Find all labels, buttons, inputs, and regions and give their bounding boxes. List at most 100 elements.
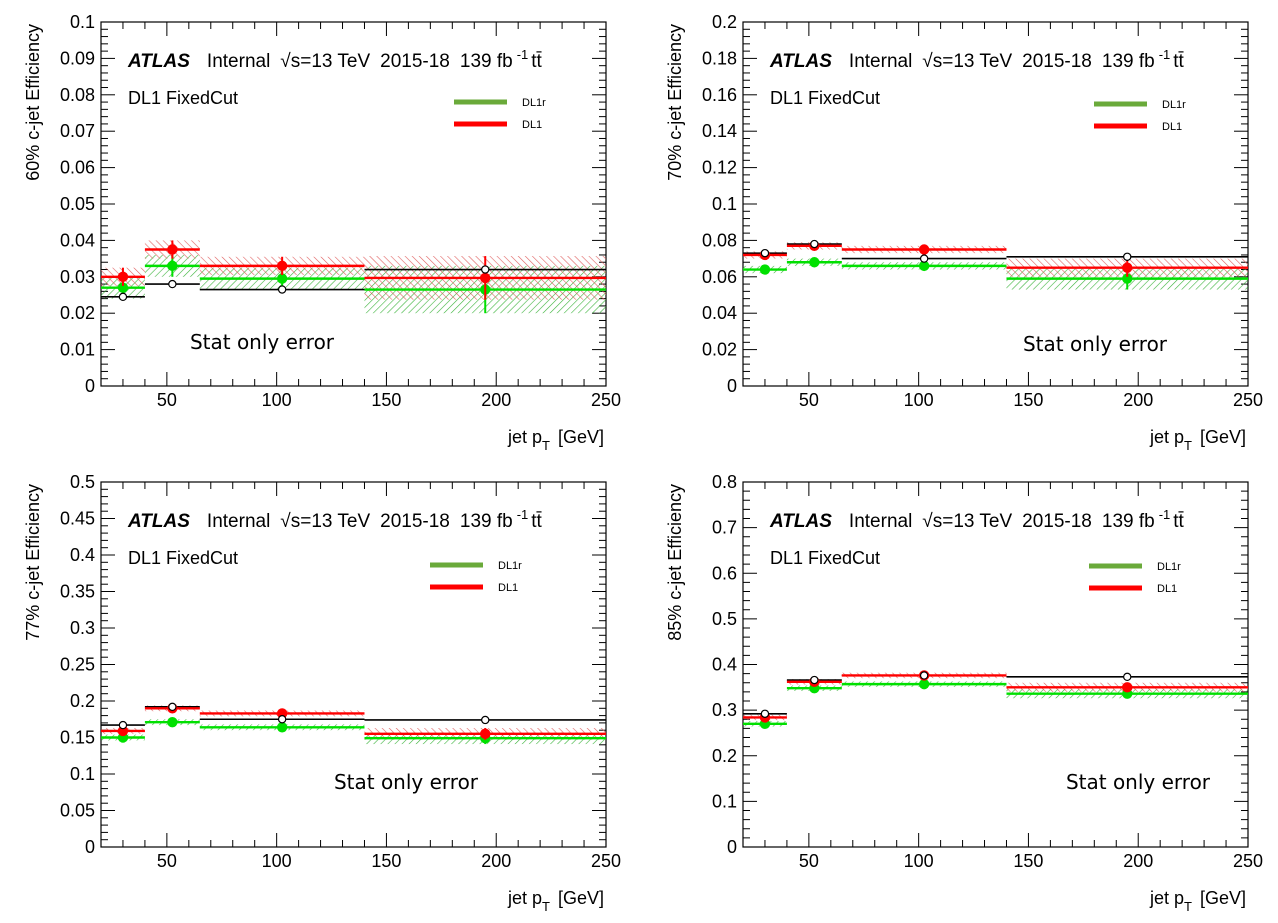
y-axis-title: 77% c-jet Efficiency	[23, 484, 43, 641]
x-tick-label: 250	[1233, 390, 1263, 410]
y-tick-label: 0.1	[70, 12, 95, 32]
legend-label-dl1: DL1	[1157, 583, 1177, 595]
chart-panel-3: 0 0.05 0.1 0.15 0.2 0.25 0.3 0.35 0.4 0.45 0.5 50 10…	[23, 472, 621, 914]
reference-point	[168, 279, 177, 289]
atlas-lumi-exponent: -1	[1159, 507, 1171, 522]
stat-only-note: Stat only error	[334, 770, 479, 794]
y-tick-label: 0	[727, 376, 737, 396]
y-tick-label: 0.2	[712, 746, 737, 766]
reference-point	[118, 720, 128, 730]
y-tick-label: 0.04	[702, 303, 737, 323]
y-tick-label: 0.45	[60, 509, 95, 529]
atlas-energy: √s=13 TeV	[922, 511, 1012, 532]
atlas-label: ATLAS Internal √s=13 TeV 2015-18 139 fb -1 tt̄	[769, 47, 1185, 72]
atlas-lumi-exponent: -1	[517, 507, 529, 522]
data-point-dl1	[918, 244, 930, 255]
stat-only-note: Stat only error	[190, 330, 335, 354]
y-axis-title: 85% c-jet Efficiency	[665, 484, 685, 641]
x-tick-label: 150	[1013, 390, 1043, 410]
x-tick-label: 250	[591, 851, 621, 871]
reference-point	[919, 671, 929, 680]
legend-label-dl1: DL1	[1162, 121, 1182, 133]
chart-panel-1: 0 0.01 0.02 0.03 0.04 0.05 0.06 0.07 0.08 0.09 0.1…	[23, 12, 621, 453]
y-tick-label: 0.07	[60, 121, 95, 141]
x-axis-title-sub: T	[1184, 438, 1192, 453]
atlas-lumi: 139 fb	[460, 511, 513, 532]
x-tick-label: 200	[481, 390, 511, 410]
y-tick-label: 0.6	[712, 563, 737, 583]
legend-label-dl1r: DL1r	[522, 97, 546, 109]
atlas-lumi: 139 fb	[1102, 51, 1155, 72]
y-tick-label: 0.4	[70, 545, 95, 565]
data-point-dl1r	[809, 257, 820, 268]
y-tick-label: 0.35	[60, 582, 95, 602]
legend-label-dl1r: DL1r	[498, 560, 522, 572]
x-axis-title-unit: [GeV]	[1200, 888, 1246, 908]
x-tick-label: 150	[371, 851, 401, 871]
atlas-process: tt̄	[1173, 511, 1184, 532]
x-axis-title-sub: T	[542, 438, 550, 453]
reference-point	[1123, 672, 1132, 682]
atlas-years: 2015-18	[1022, 511, 1092, 532]
reference-point	[277, 285, 287, 294]
x-axis-title-main: jet p	[507, 427, 542, 447]
y-tick-label: 0.12	[702, 158, 737, 178]
x-axis-title: jet pT [GeV]	[507, 888, 604, 914]
y-tick-label: 0.3	[712, 700, 737, 720]
y-tick-label: 0.5	[712, 609, 737, 629]
data-point-dl1	[480, 272, 491, 284]
y-tick-label: 0.03	[60, 267, 95, 287]
tagger-label: DL1 FixedCut	[128, 88, 238, 108]
data-point-dl1r	[167, 716, 178, 728]
atlas-internal: Internal	[849, 511, 912, 532]
x-tick-label: 250	[1233, 851, 1263, 871]
x-tick-label: 250	[591, 390, 621, 410]
x-tick-label: 100	[262, 851, 292, 871]
x-axis-title-unit: [GeV]	[1200, 427, 1246, 447]
data-point-dl1r	[918, 678, 930, 690]
y-tick-label: 0.05	[60, 194, 95, 214]
atlas-years: 2015-18	[1022, 51, 1092, 72]
y-tick-label: 0.25	[60, 655, 95, 675]
data-point-dl1	[167, 244, 178, 255]
atlas-energy: √s=13 TeV	[922, 51, 1012, 72]
y-tick-label: 0.08	[702, 230, 737, 250]
x-axis-title-unit: [GeV]	[558, 888, 604, 908]
x-axis-title-sub: T	[1184, 899, 1192, 914]
tagger-label: DL1 FixedCut	[770, 548, 880, 568]
reference-point	[760, 709, 770, 718]
y-tick-label: 0.01	[60, 340, 95, 360]
legend-label-dl1r: DL1r	[1157, 561, 1181, 573]
y-tick-label: 0.16	[702, 85, 737, 105]
data-point-dl1r	[918, 260, 930, 272]
data-point-dl1	[1122, 682, 1133, 693]
y-tick-label: 0.08	[60, 85, 95, 105]
y-tick-label: 0.15	[60, 728, 95, 748]
y-tick-label: 0.1	[712, 791, 737, 811]
y-tick-label: 0.1	[70, 764, 95, 784]
atlas-lumi: 139 fb	[1102, 511, 1155, 532]
y-tick-label: 0.09	[60, 48, 95, 68]
reference-point	[481, 715, 490, 725]
data-point-dl1	[1122, 262, 1133, 273]
data-point-dl1	[480, 728, 491, 740]
x-tick-label: 100	[904, 390, 934, 410]
y-tick-label: 0.3	[70, 618, 95, 638]
atlas-years: 2015-18	[380, 51, 450, 72]
x-tick-label: 100	[904, 851, 934, 871]
atlas-name: ATLAS	[769, 511, 832, 532]
y-tick-label: 0.2	[70, 691, 95, 711]
atlas-process: tt̄	[1173, 51, 1184, 72]
y-tick-label: 0.02	[60, 303, 95, 323]
y-tick-label: 0.06	[60, 158, 95, 178]
legend-label-dl1: DL1	[498, 582, 518, 594]
atlas-name: ATLAS	[769, 51, 832, 72]
x-tick-label: 100	[262, 390, 292, 410]
y-tick-label: 0.04	[60, 230, 95, 250]
reference-point	[1123, 252, 1132, 261]
y-tick-label: 0.4	[712, 655, 737, 675]
y-tick-label: 0.14	[702, 121, 737, 141]
plot-frame	[742, 21, 1249, 387]
atlas-years: 2015-18	[380, 511, 450, 532]
